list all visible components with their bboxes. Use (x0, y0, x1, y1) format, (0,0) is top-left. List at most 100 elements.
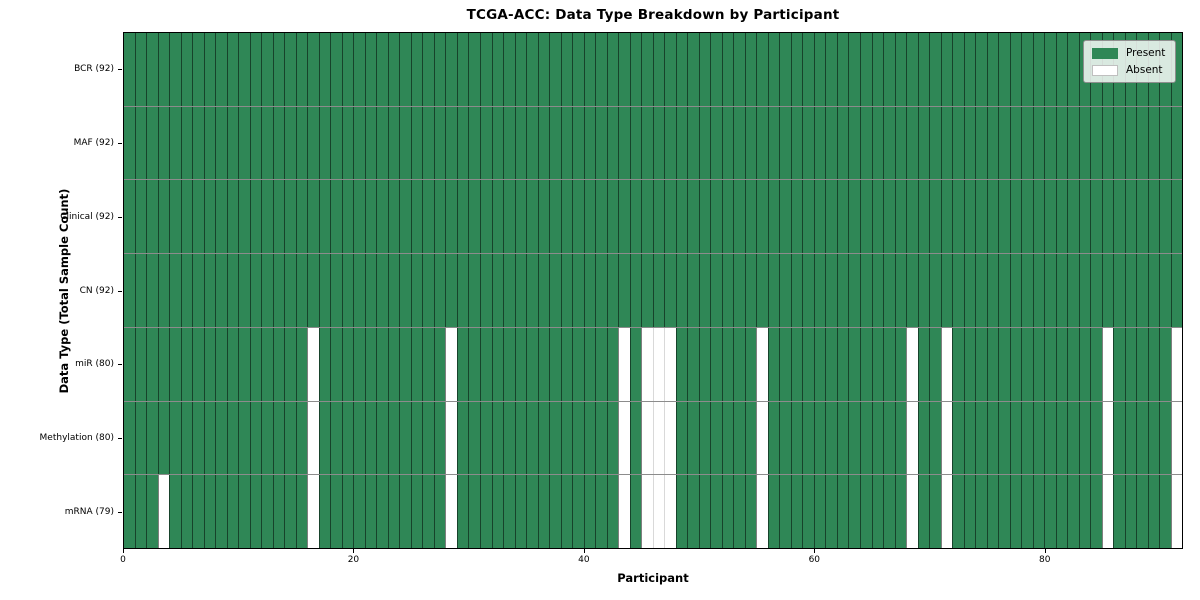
heatmap-cell (468, 475, 480, 549)
heatmap-cell (433, 33, 446, 106)
heatmap-cell (963, 327, 976, 401)
heatmap-cell (272, 180, 285, 254)
heatmap-cell (491, 106, 504, 180)
heatmap-cell (433, 106, 446, 180)
heatmap-cell (698, 180, 711, 254)
heatmap-cell (652, 401, 665, 475)
heatmap-cell (952, 401, 964, 475)
heatmap-cell (1044, 254, 1056, 327)
heatmap-cell (986, 401, 999, 475)
heatmap-cell (318, 475, 331, 549)
heatmap-cell (710, 401, 722, 475)
y-tick-label: MAF (92) (73, 137, 114, 148)
heatmap-cell (813, 180, 826, 254)
heatmap-cell (871, 327, 884, 401)
heatmap-row (124, 326, 1183, 401)
heatmap-cell (1009, 401, 1022, 475)
heatmap-cell (871, 106, 884, 180)
heatmap-cell (1136, 401, 1148, 475)
heatmap-cell (238, 33, 250, 106)
heatmap-cell (341, 475, 354, 549)
heatmap-cell (124, 106, 135, 180)
heatmap-cell (433, 180, 446, 254)
heatmap-cell (261, 327, 273, 401)
heatmap-cell (445, 401, 457, 475)
heatmap-cell (1147, 180, 1160, 254)
heatmap-cell (422, 33, 434, 106)
heatmap-cell (364, 33, 377, 106)
heatmap-cell (318, 254, 331, 327)
heatmap-cell (813, 254, 826, 327)
heatmap-cell (618, 180, 630, 254)
heatmap-cell (606, 180, 619, 254)
heatmap-cell (422, 254, 434, 327)
heatmap-cell (1009, 180, 1022, 254)
heatmap-cell (986, 327, 999, 401)
heatmap-cell (422, 180, 434, 254)
heatmap-cell (940, 106, 953, 180)
heatmap-cell (572, 401, 584, 475)
heatmap-cell (353, 475, 365, 549)
heatmap-cell (249, 401, 262, 475)
heatmap-cell (410, 254, 423, 327)
heatmap-cell (790, 254, 803, 327)
heatmap-cell (779, 475, 791, 549)
heatmap-cell (1113, 106, 1125, 180)
heatmap-cell (940, 401, 953, 475)
heatmap-cell (595, 254, 607, 327)
heatmap-cell (192, 475, 204, 549)
heatmap-cell (940, 475, 953, 549)
heatmap-cell (1067, 180, 1079, 254)
heatmap-cell (664, 33, 676, 106)
heatmap-cell (387, 475, 400, 549)
heatmap-cell (848, 254, 860, 327)
heatmap-cell (272, 401, 285, 475)
heatmap-cell (203, 180, 216, 254)
heatmap-cell (744, 475, 757, 549)
heatmap-cell (871, 475, 884, 549)
heatmap-cell (491, 33, 504, 106)
heatmap-cell (583, 106, 596, 180)
heatmap-cell (249, 33, 262, 106)
heatmap-cell (364, 475, 377, 549)
x-tick-label: 80 (1039, 555, 1051, 565)
heatmap-cell (998, 254, 1010, 327)
heatmap-cell (272, 33, 285, 106)
heatmap-cell (986, 106, 999, 180)
heatmap-cell (549, 254, 561, 327)
heatmap-cell (1021, 254, 1033, 327)
heatmap-cell (1032, 401, 1045, 475)
heatmap-cell (410, 475, 423, 549)
heatmap-cell (906, 254, 918, 327)
heatmap-cell (963, 33, 976, 106)
heatmap-cell (629, 180, 642, 254)
heatmap-cell (744, 106, 757, 180)
heatmap-cell (1101, 401, 1114, 475)
heatmap-cell (929, 180, 941, 254)
heatmap-cell (134, 33, 147, 106)
heatmap-cell (560, 401, 573, 475)
heatmap-cell (295, 33, 308, 106)
heatmap-cell (606, 401, 619, 475)
heatmap-cell (376, 327, 388, 401)
heatmap-cell (526, 254, 538, 327)
heatmap-cell (779, 401, 791, 475)
heatmap-cell (1136, 180, 1148, 254)
heatmap-cell (848, 327, 860, 401)
heatmap-cell (226, 327, 239, 401)
heatmap-cell (376, 33, 388, 106)
heatmap-cell (284, 33, 296, 106)
heatmap-cell (790, 327, 803, 401)
heatmap-cell (583, 327, 596, 401)
heatmap-cell (514, 475, 527, 549)
heatmap-cell (261, 180, 273, 254)
heatmap-cell (514, 180, 527, 254)
x-tick-mark (814, 549, 816, 553)
heatmap-cell (687, 254, 699, 327)
heatmap-cell (860, 401, 872, 475)
heatmap-cell (975, 254, 987, 327)
heatmap-cell (238, 254, 250, 327)
heatmap-cell (664, 180, 676, 254)
heatmap-cell (1009, 327, 1022, 401)
heatmap-cell (422, 106, 434, 180)
